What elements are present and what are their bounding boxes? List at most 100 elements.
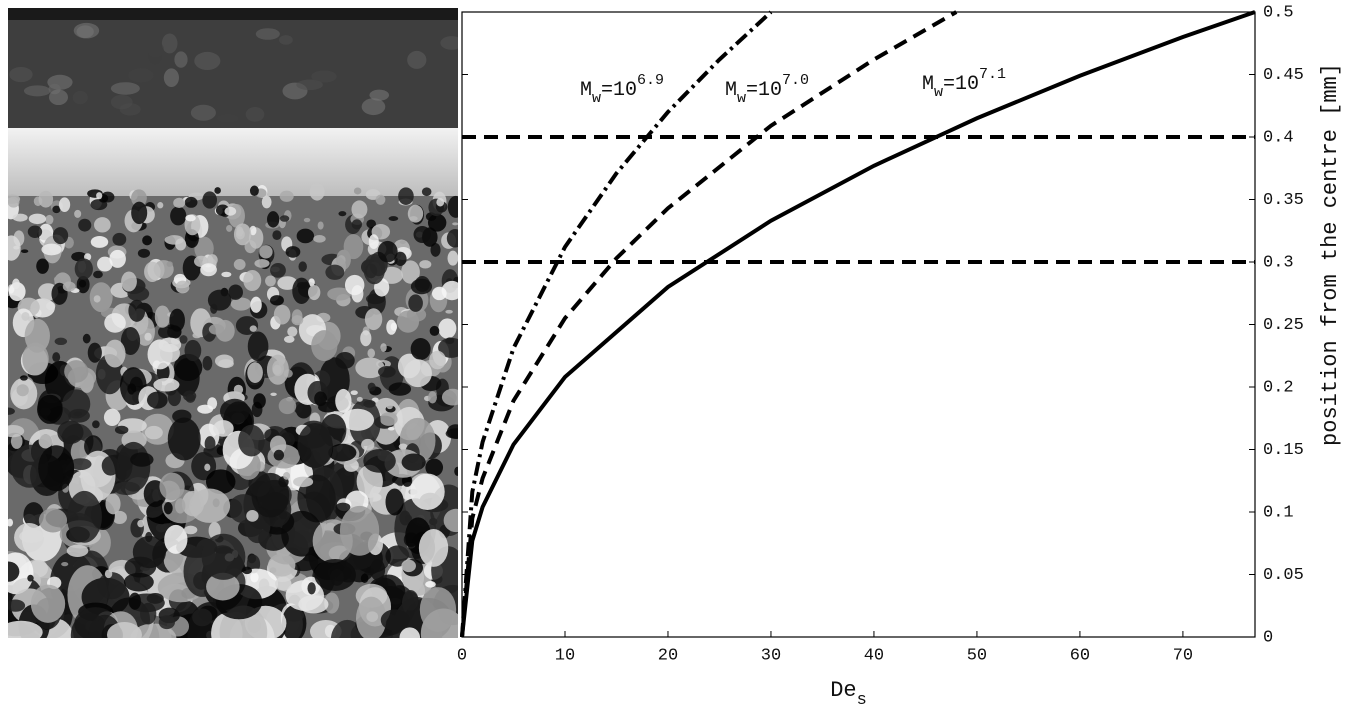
texture-blob (297, 423, 333, 469)
texture-blob (394, 251, 407, 266)
texture-blob (110, 82, 140, 95)
texture-blob (103, 408, 121, 427)
annotation-sup: 7.0 (782, 72, 809, 89)
texture-blob (379, 412, 398, 426)
x-tick-label: 30 (761, 646, 781, 665)
texture-blob (303, 217, 311, 223)
texture-blob (250, 296, 262, 313)
texture-blob (242, 566, 252, 575)
texture-blob (23, 502, 44, 528)
plot-area (461, 11, 1256, 638)
annotation-sub: w (737, 90, 746, 107)
texture-blob (314, 558, 356, 591)
texture-blob (78, 279, 87, 288)
texture-blob (370, 559, 386, 581)
texture-blob (259, 245, 273, 259)
texture-blob (410, 338, 431, 361)
texture-blob (430, 242, 441, 257)
annotation-sup: 6.9 (637, 72, 664, 89)
texture-blob (27, 225, 43, 238)
texture-blob (154, 305, 171, 328)
texture-blob (62, 281, 76, 292)
texture-blob (166, 261, 173, 267)
texture-blob (112, 510, 127, 525)
texture-blob (388, 216, 399, 222)
texture-blob (291, 315, 304, 326)
texture-blob (104, 569, 113, 579)
texture-blob (144, 261, 161, 283)
texture-blob (246, 510, 259, 522)
x-tick-label: 10 (555, 646, 575, 665)
texture-blob (311, 70, 337, 83)
texture-blob (92, 420, 100, 429)
texture-blob (97, 256, 113, 272)
texture-blob (128, 299, 146, 322)
series-annotation: Mw=107.1 (922, 66, 1006, 101)
texture-blob (270, 392, 277, 396)
annotation-main: M (922, 73, 934, 96)
texture-blob (61, 562, 69, 567)
texture-blob (401, 453, 426, 471)
texture-blob (157, 202, 164, 209)
texture-blob (255, 28, 280, 40)
texture-blob (96, 192, 103, 200)
texture-blob (8, 552, 34, 595)
annotation-sup: 7.1 (979, 66, 1006, 83)
texture-blob (413, 225, 431, 244)
texture-blob (387, 426, 395, 431)
texture-blob (235, 316, 259, 335)
texture-blob (14, 522, 44, 553)
texture-blob (38, 434, 53, 449)
texture-blob (308, 284, 321, 301)
texture-blob (228, 284, 243, 300)
texture-blob (121, 271, 137, 292)
texture-blob (8, 424, 25, 438)
texture-blob (48, 89, 68, 106)
texture-blob (192, 608, 213, 627)
y-tick-label: 0 (1263, 628, 1273, 647)
texture-blob (247, 331, 269, 362)
x-tick-label: 50 (967, 646, 987, 665)
texture-blob (338, 211, 347, 217)
texture-blob (207, 397, 218, 410)
texture-blob (401, 474, 413, 487)
texture-blob (170, 206, 187, 226)
texture-blob (296, 228, 315, 244)
texture-blob (82, 333, 91, 344)
texture-blob (398, 443, 408, 450)
x-label-main: De (830, 678, 856, 703)
annotation-eq: =10 (746, 79, 782, 102)
texture-blob (8, 561, 20, 582)
texture-blob (277, 276, 298, 290)
texture-blob (184, 196, 198, 208)
texture-blob (72, 90, 88, 105)
texture-blob (87, 342, 102, 363)
texture-blob (418, 529, 449, 567)
x-tick-label: 20 (658, 646, 678, 665)
texture-blob (445, 309, 453, 314)
texture-blob (68, 408, 90, 423)
texture-blob (52, 352, 61, 363)
texture-blob (361, 98, 386, 116)
x-tick-label: 60 (1070, 646, 1090, 665)
texture-blob (41, 243, 62, 256)
texture-blob (74, 258, 93, 280)
texture-blob (158, 326, 172, 339)
texture-blob (38, 508, 68, 533)
texture-blob (403, 359, 432, 388)
texture-blob (12, 213, 28, 222)
texture-blob (243, 269, 262, 292)
texture-blob (192, 332, 202, 339)
texture-blob (213, 420, 234, 437)
texture-blob (344, 470, 352, 476)
texture-blob (164, 524, 188, 554)
texture-blob (221, 271, 232, 278)
series-line (460, 10, 773, 638)
texture-blob (454, 466, 458, 476)
texture-blob (163, 502, 173, 515)
texture-blob (441, 388, 458, 406)
texture-blob (350, 390, 358, 396)
series-line (460, 10, 958, 638)
micrograph (8, 8, 458, 638)
texture-blob (380, 343, 387, 352)
